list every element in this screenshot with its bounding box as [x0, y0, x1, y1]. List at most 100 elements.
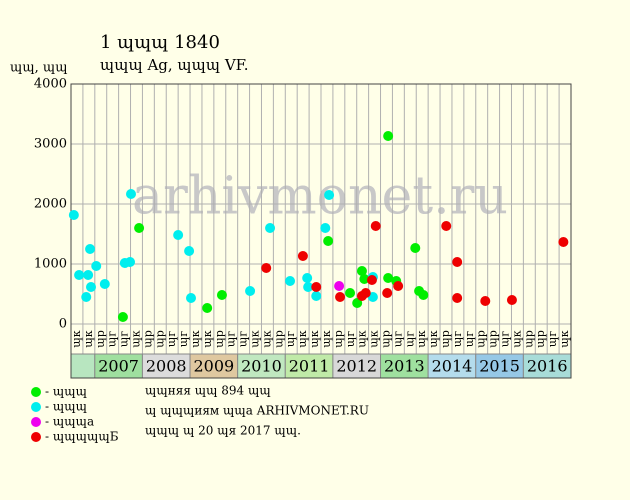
- column-label: ɰг: [499, 331, 512, 347]
- point: [81, 292, 92, 302]
- column-label: ɰк: [415, 330, 428, 347]
- legend-marker: [31, 432, 41, 442]
- column-label: ɰг: [237, 331, 250, 347]
- footer-text: ɰ ɰɰɰиям ɰɰа ARHIVMONET.RU: [145, 404, 369, 418]
- year-label: 2008: [146, 357, 187, 376]
- point: [261, 263, 272, 274]
- legend-marker: [31, 402, 41, 412]
- column-label: ɰк: [320, 330, 333, 347]
- point: [335, 292, 346, 302]
- point: [99, 278, 110, 289]
- column-label: ɰр: [141, 330, 154, 347]
- legend-label: - ɰɰɰɰɰБ: [45, 430, 119, 444]
- point: [83, 269, 94, 280]
- point: [366, 275, 377, 286]
- year-band: [70, 353, 96, 379]
- column-label: ɰк: [189, 330, 202, 347]
- year-label: 2016: [527, 357, 568, 376]
- column-label: ɰк: [368, 330, 381, 347]
- point: [85, 244, 96, 254]
- point: [558, 236, 569, 247]
- footer-text: ɰɰняя ɰɰ 894 ɰɰ: [145, 384, 271, 398]
- point: [173, 230, 184, 241]
- column-label: ɰк: [558, 330, 571, 347]
- column-label: ɰг: [177, 331, 190, 347]
- column-label: ɰк: [249, 330, 262, 347]
- column-label: ɰр: [213, 330, 226, 347]
- point: [311, 281, 322, 292]
- point: [184, 245, 195, 256]
- chart-title: 1 ɰɰɰ 1840: [100, 32, 220, 53]
- point: [320, 223, 331, 233]
- year-label: 2009: [193, 357, 234, 376]
- column-label: ɰг: [391, 331, 404, 347]
- point: [86, 281, 96, 292]
- point: [297, 251, 308, 262]
- column-label: ɰг: [403, 331, 416, 347]
- column-label: ɰк: [308, 330, 321, 347]
- column-label: ɰк: [129, 330, 142, 347]
- year-label: 2015: [479, 357, 520, 376]
- column-label: ɰк: [201, 330, 214, 347]
- column-label: ɰр: [272, 330, 285, 347]
- y-tick-label: 2000: [34, 197, 67, 212]
- column-label: ɰг: [118, 331, 131, 347]
- point: [117, 311, 128, 322]
- y-tick-label: 1000: [34, 257, 67, 272]
- column-label: ɰг: [463, 331, 476, 347]
- point: [370, 221, 381, 232]
- column-label: ɰг: [284, 331, 297, 347]
- point: [126, 188, 136, 199]
- point: [382, 287, 393, 298]
- column-label: ɰк: [82, 330, 95, 347]
- y-tick-label: 4000: [34, 77, 67, 92]
- point: [311, 290, 322, 301]
- point: [323, 236, 334, 247]
- point: [324, 190, 335, 200]
- plot-border: [70, 83, 572, 379]
- legend-label: - ɰɰɰ: [45, 400, 87, 414]
- legend-label: - ɰɰɰ: [45, 385, 87, 399]
- column-label: ɰр: [439, 330, 452, 347]
- year-label: 2014: [432, 357, 473, 376]
- point: [303, 281, 314, 292]
- chart-subtitle: ɰɰɰ Ag, ɰɰɰ VF.: [100, 56, 249, 74]
- legend-marker: [31, 387, 41, 397]
- column-label: ɰг: [165, 331, 178, 347]
- year-band: [380, 353, 429, 379]
- year-band: [427, 353, 477, 379]
- column-label: ɰг: [344, 331, 357, 347]
- legend-label: - ɰɰɰа: [45, 415, 94, 429]
- column-label: ɰк: [260, 330, 273, 347]
- year-label: 2010: [241, 357, 282, 376]
- column-label: ɰг: [106, 331, 119, 347]
- column-label: ɰг: [546, 331, 559, 347]
- column-label: ɰг: [225, 331, 238, 347]
- column-label: ɰр: [475, 330, 488, 347]
- point: [441, 221, 452, 232]
- column-label: ɰр: [487, 330, 500, 347]
- point: [285, 275, 296, 286]
- year-label: 2012: [336, 357, 377, 376]
- point: [506, 295, 517, 305]
- column-label: ɰр: [332, 330, 345, 347]
- column-label: ɰк: [70, 330, 83, 347]
- footer-text: ɰɰɰ ɰ 20 ɰя 2017 ɰɰ.: [145, 424, 301, 438]
- point: [216, 290, 227, 301]
- point: [360, 287, 371, 298]
- point: [91, 260, 102, 271]
- year-band: [522, 353, 572, 379]
- column-label: ɰр: [534, 330, 547, 347]
- y-axis-label: ɰɰ, ɰɰ: [10, 61, 68, 76]
- column-label: ɰр: [153, 330, 166, 347]
- column-label: ɰр: [94, 330, 107, 347]
- point: [245, 286, 256, 296]
- column-label: ɰк: [356, 330, 369, 347]
- point: [134, 223, 145, 233]
- y-tick-label: 0: [59, 317, 67, 332]
- column-label: ɰк: [296, 330, 309, 347]
- point: [480, 296, 491, 307]
- point: [302, 272, 313, 283]
- legend-marker: [31, 417, 41, 427]
